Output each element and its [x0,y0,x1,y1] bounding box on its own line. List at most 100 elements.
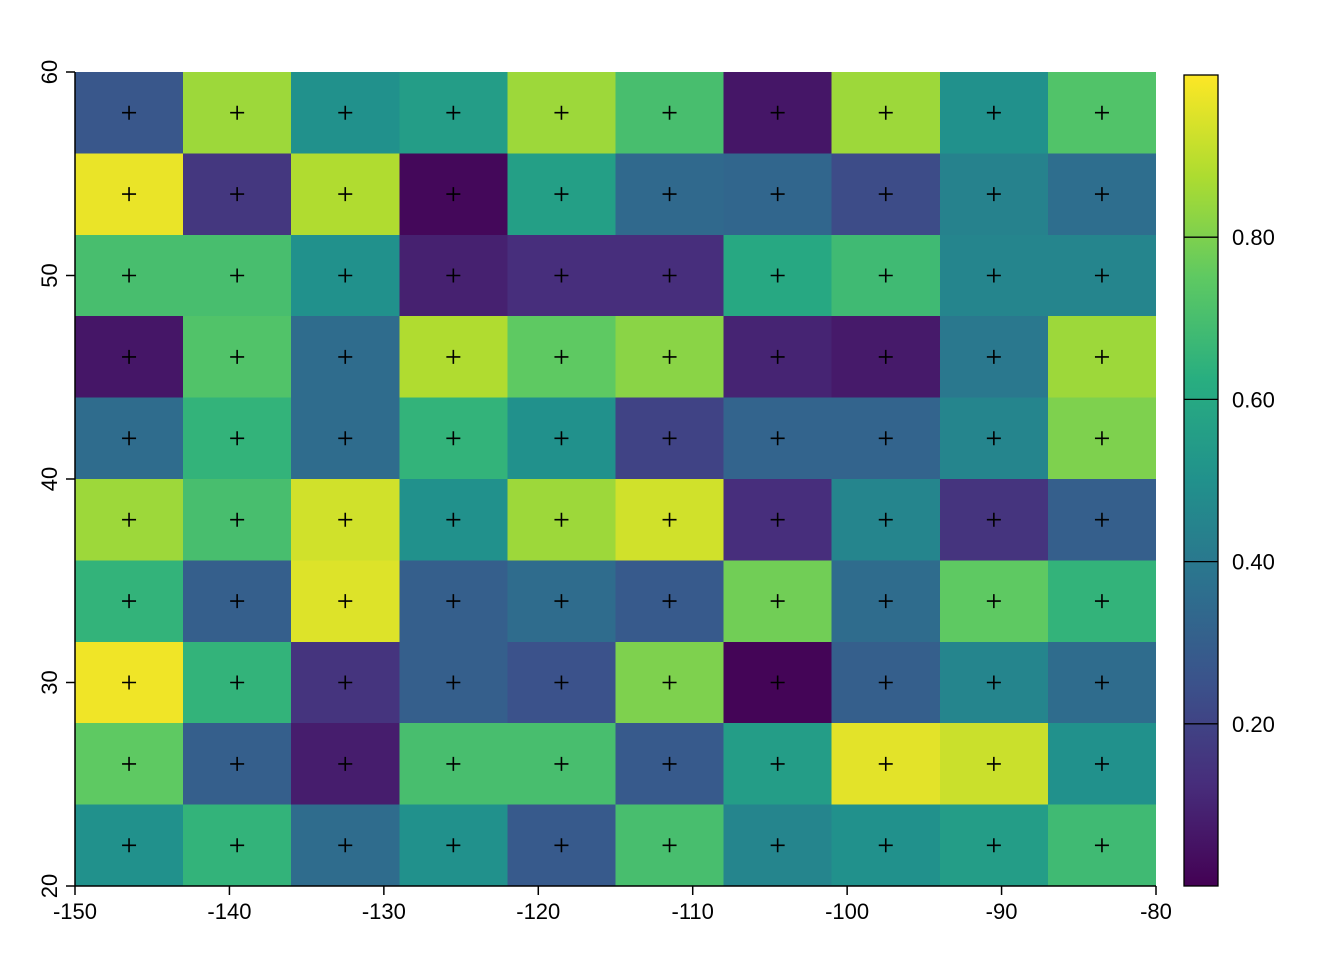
plus-marker-icon [446,187,461,202]
plus-marker-icon [1094,594,1109,609]
plus-marker-icon [1094,756,1109,771]
plus-marker-icon [230,512,245,527]
plus-marker-icon [122,105,137,120]
plus-marker-icon [662,838,677,853]
plus-marker-icon [554,105,569,120]
plus-marker-icon [446,594,461,609]
colorbar-tick-label: 0.80 [1232,225,1275,250]
plus-marker-icon [1094,268,1109,283]
plus-marker-icon [446,512,461,527]
x-tick-label: -90 [986,899,1018,924]
plus-marker-icon [986,431,1001,446]
plus-marker-icon [338,431,353,446]
plus-marker-icon [122,187,137,202]
x-tick-label: -120 [516,899,560,924]
colorbar-tick-label: 0.40 [1232,550,1275,575]
y-tick-label: 20 [37,874,62,898]
x-tick-label: -100 [825,899,869,924]
plus-marker-icon [770,675,785,690]
plus-marker-icon [446,268,461,283]
plus-marker-icon [770,512,785,527]
plus-marker-icon [770,349,785,364]
plus-marker-icon [554,431,569,446]
x-tick-label: -150 [53,899,97,924]
plus-marker-icon [878,431,893,446]
colorbar: 0.20 0.40 0.60 0.80 [1183,74,1275,887]
y-tick-label: 30 [37,670,62,694]
plus-marker-icon [230,349,245,364]
plus-marker-icon [554,838,569,853]
plus-marker-icon [1094,838,1109,853]
plus-marker-icon [878,512,893,527]
plus-marker-icon [662,756,677,771]
plus-marker-icon [122,756,137,771]
plus-marker-icon [554,675,569,690]
plus-marker-icon [986,187,1001,202]
plus-marker-icon [554,187,569,202]
plus-marker-icon [122,431,137,446]
plus-marker-icon [986,349,1001,364]
plus-marker-icon [1094,349,1109,364]
plus-marker-icon [230,105,245,120]
plus-marker-icon [338,349,353,364]
plus-marker-icon [122,594,137,609]
colorbar-tick-label: 0.60 [1232,387,1275,412]
x-tick-label: -110 [672,899,714,924]
plus-marker-icon [878,594,893,609]
plus-marker-icon [986,838,1001,853]
plus-marker-icon [878,105,893,120]
plus-marker-icon [230,187,245,202]
plus-marker-icon [878,349,893,364]
plus-marker-icon [1094,105,1109,120]
plus-marker-icon [122,675,137,690]
plus-marker-icon [770,838,785,853]
plus-marker-icon [770,756,785,771]
plus-marker-icon [662,349,677,364]
plus-marker-icon [770,268,785,283]
plus-marker-icon [1094,187,1109,202]
plus-marker-icon [338,838,353,853]
plus-marker-icon [986,756,1001,771]
plus-marker-icon [338,594,353,609]
plus-marker-icon [338,268,353,283]
plus-marker-icon [446,349,461,364]
plus-marker-icon [338,512,353,527]
plus-marker-icon [230,431,245,446]
colorbar-gradient [1183,74,1219,887]
plus-marker-icon [662,675,677,690]
plus-marker-icon [986,268,1001,283]
plus-marker-icon [1094,675,1109,690]
plus-marker-icon [554,756,569,771]
y-axis: 20 30 40 50 60 [37,60,76,898]
plus-marker-icon [230,675,245,690]
plus-marker-icon [986,512,1001,527]
plus-marker-icon [230,268,245,283]
plus-marker-icon [662,594,677,609]
plus-marker-icon [662,105,677,120]
plus-marker-icon [446,431,461,446]
plus-marker-icon [986,105,1001,120]
plus-marker-icon [230,838,245,853]
plus-marker-icon [878,187,893,202]
x-tick-label: -80 [1140,899,1172,924]
x-tick-label: -140 [207,899,251,924]
plus-marker-icon [122,838,137,853]
plus-marker-icon [446,838,461,853]
plus-marker-icon [662,431,677,446]
plus-marker-icon [230,756,245,771]
y-tick-label: 40 [37,467,62,491]
plus-marker-icon [878,268,893,283]
plus-marker-icon [1094,512,1109,527]
plus-marker-icon [338,187,353,202]
plus-marker-icon [554,512,569,527]
plus-marker-icon [770,594,785,609]
plus-marker-icon [230,594,245,609]
plus-marker-icon [878,838,893,853]
plus-marker-icon [446,756,461,771]
plus-marker-icon [122,349,137,364]
plus-marker-icon [878,675,893,690]
plus-marker-icon [770,431,785,446]
plus-marker-icon [338,105,353,120]
